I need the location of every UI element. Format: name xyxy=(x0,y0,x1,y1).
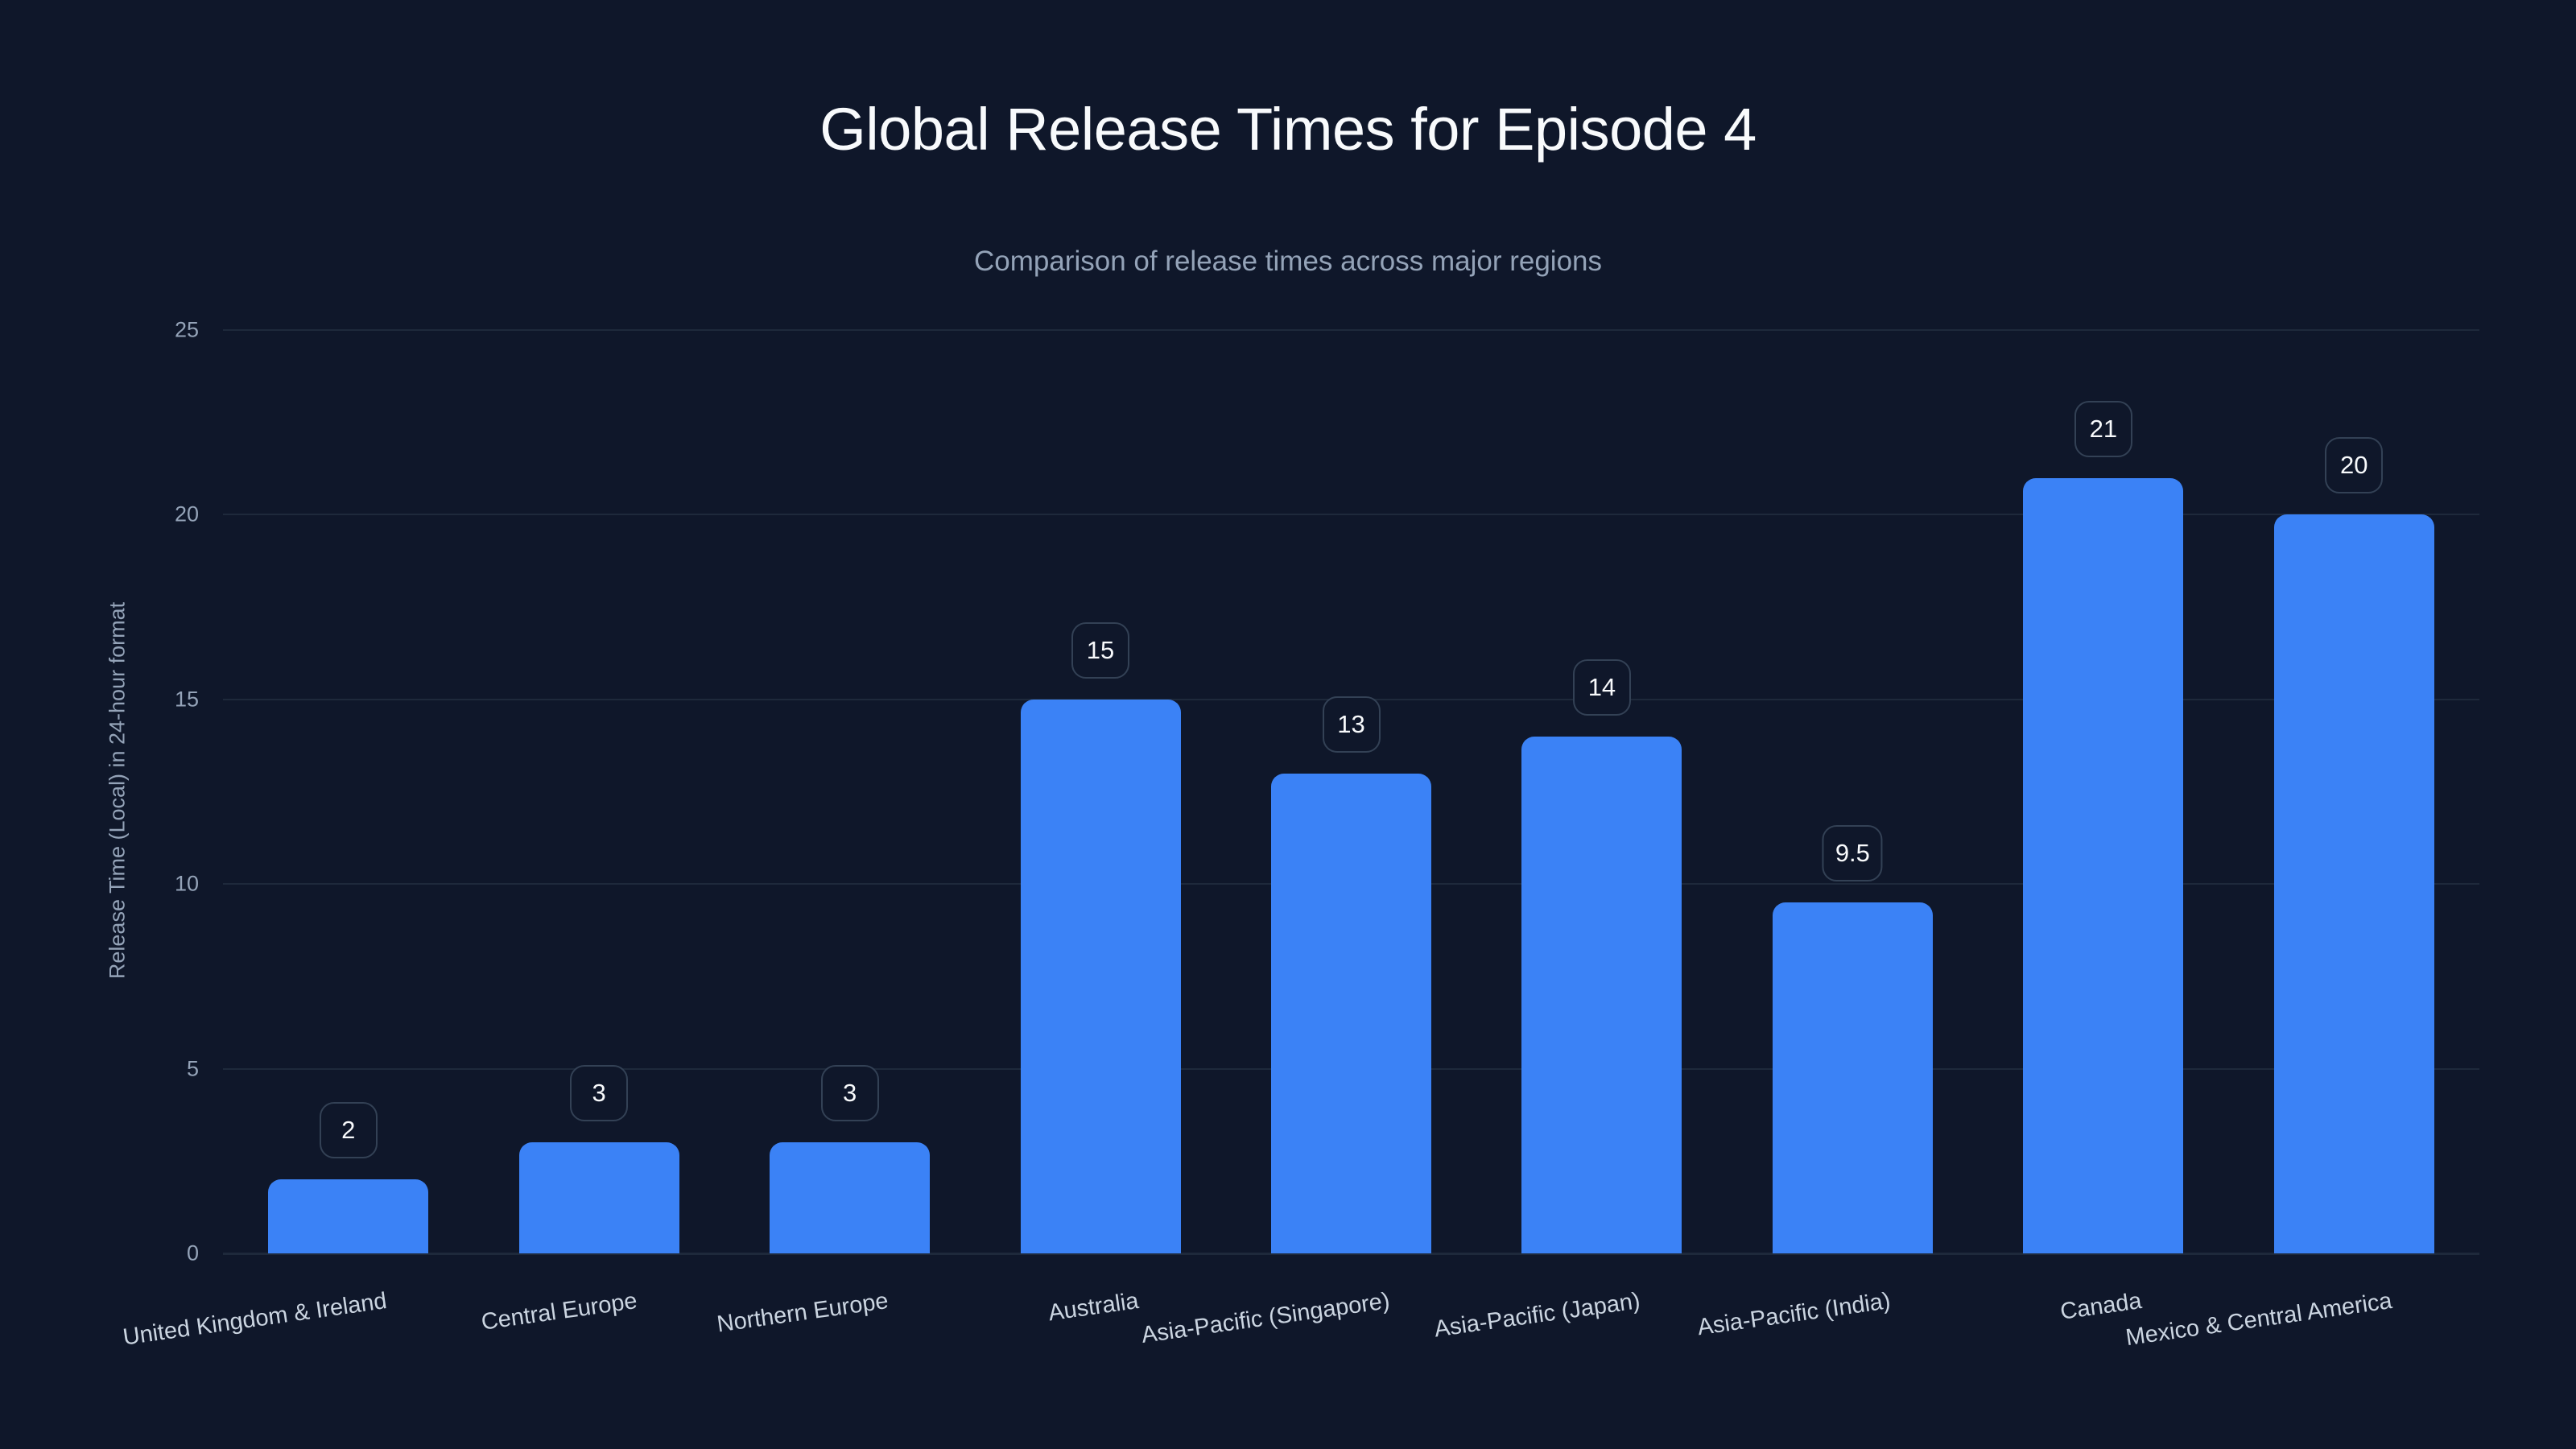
plot-area: 2 3 3 15 13 14 9.5 21 20 xyxy=(223,329,2479,1255)
y-tick-label: 0 xyxy=(186,1241,199,1265)
x-tick-label: Northern Europe xyxy=(715,1288,890,1338)
bar[interactable] xyxy=(1521,736,1682,1253)
bar[interactable] xyxy=(770,1142,931,1253)
bar[interactable] xyxy=(2023,477,2184,1253)
value-label: 15 xyxy=(1071,621,1130,679)
value-label: 13 xyxy=(1322,696,1381,753)
x-tick-label: Central Europe xyxy=(479,1288,639,1335)
x-tick-label: Asia-Pacific (Japan) xyxy=(1432,1288,1642,1343)
value-label: 3 xyxy=(820,1065,879,1122)
bar[interactable] xyxy=(2273,514,2434,1253)
x-tick-label: United Kingdom & Ireland xyxy=(121,1288,389,1351)
y-axis-title: Release Time (Local) in 24-hour format xyxy=(105,601,130,980)
y-tick-label: 15 xyxy=(174,687,199,712)
bar[interactable] xyxy=(1020,699,1181,1253)
value-label: 9.5 xyxy=(1822,825,1883,882)
value-label: 2 xyxy=(319,1102,378,1159)
bar[interactable] xyxy=(518,1142,679,1253)
value-label: 14 xyxy=(1572,658,1631,716)
chart-title: Global Release Times for Episode 4 xyxy=(819,96,1757,163)
bar[interactable] xyxy=(1271,773,1431,1253)
x-tick-label: Australia xyxy=(1046,1288,1141,1327)
gridline xyxy=(223,1253,2479,1255)
chart-subtitle: Comparison of release times across major… xyxy=(973,246,1603,277)
y-tick-label: 25 xyxy=(174,317,199,342)
bar[interactable] xyxy=(268,1179,429,1253)
y-tick-label: 20 xyxy=(174,502,199,526)
y-tick-label: 10 xyxy=(174,871,199,896)
y-tick-label: 5 xyxy=(186,1056,199,1081)
value-label: 3 xyxy=(570,1065,629,1122)
value-label: 21 xyxy=(2074,400,2132,457)
gridline xyxy=(223,329,2479,331)
x-tick-label: Mexico & Central America xyxy=(2124,1288,2394,1352)
value-label: 20 xyxy=(2325,437,2384,494)
x-tick-label: Canada xyxy=(2058,1288,2144,1325)
x-tick-label: Asia-Pacific (Singapore) xyxy=(1139,1288,1391,1348)
x-tick-label: Asia-Pacific (India) xyxy=(1695,1288,1893,1341)
bar[interactable] xyxy=(1772,902,1933,1253)
gridline xyxy=(223,514,2479,516)
